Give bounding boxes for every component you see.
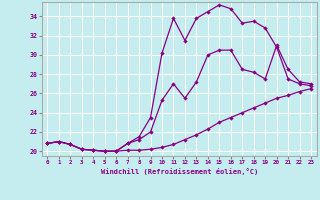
X-axis label: Windchill (Refroidissement éolien,°C): Windchill (Refroidissement éolien,°C): [100, 168, 258, 175]
